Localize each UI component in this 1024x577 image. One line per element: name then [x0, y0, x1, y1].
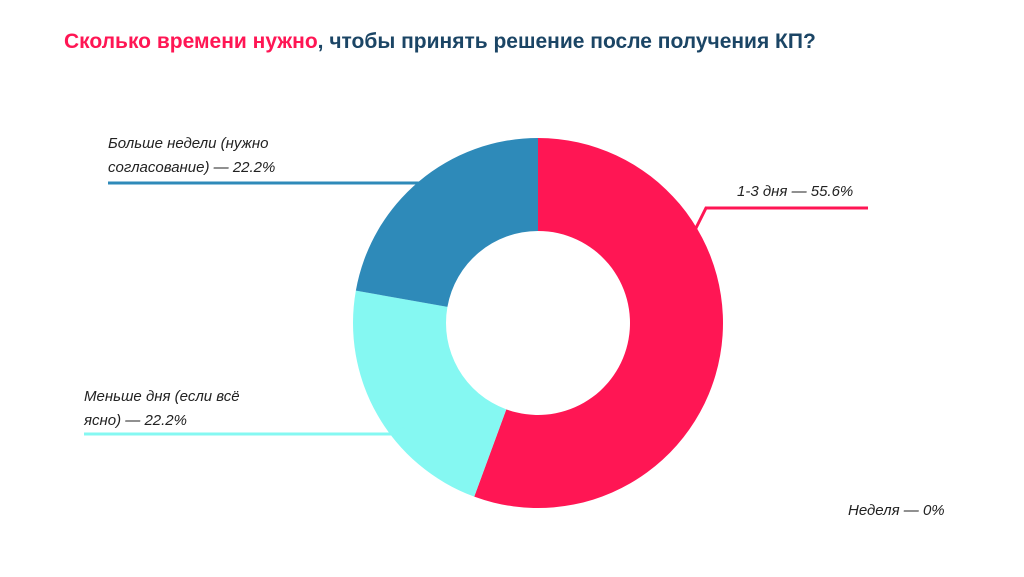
slice-labels: 1-3 дня — 55.6% Меньше дня (если всё ясно)…	[83, 135, 945, 519]
slice-label-больше-недели-нужно-согласование: Больше недели (нужно согласование) — 22.2…	[108, 135, 275, 176]
slice-label-line: Меньше дня (если всё	[84, 388, 240, 405]
slice-label-line: ясно) — 22.2%	[83, 412, 187, 429]
slice-label-line: Неделя — 0%	[848, 502, 945, 519]
slice-label-неделя: Неделя — 0%	[848, 502, 945, 519]
chart-title-highlight: Сколько времени нужно	[64, 30, 318, 53]
slice-label-меньше-дня-если-всё-ясно: Меньше дня (если всё ясно) — 22.2%	[83, 388, 240, 429]
slice-label-1-3-дня: 1-3 дня — 55.6%	[737, 183, 853, 200]
chart-title-rest: , чтобы принять решение после получения …	[317, 30, 816, 53]
leader-line-больше-недели-нужно-согласование	[108, 175, 429, 185]
slice-1-3-дня	[474, 138, 723, 508]
leader-lines	[84, 175, 868, 436]
leader-line-меньше-дня-если-всё-ясно	[84, 426, 405, 436]
slice-label-line: согласование) — 22.2%	[108, 159, 275, 176]
slice-label-line: Больше недели (нужно	[108, 135, 268, 152]
chart-title: Сколько времени нужно, чтобы принять реш…	[64, 30, 816, 54]
slice-больше-недели-нужно-согласование	[355, 138, 538, 307]
slice-меньше-дня-если-всё-ясно	[352, 290, 507, 497]
donut-slices	[352, 138, 723, 508]
leader-line-1-3-дня	[692, 206, 868, 233]
slice-label-line: 1-3 дня — 55.6%	[737, 183, 853, 200]
